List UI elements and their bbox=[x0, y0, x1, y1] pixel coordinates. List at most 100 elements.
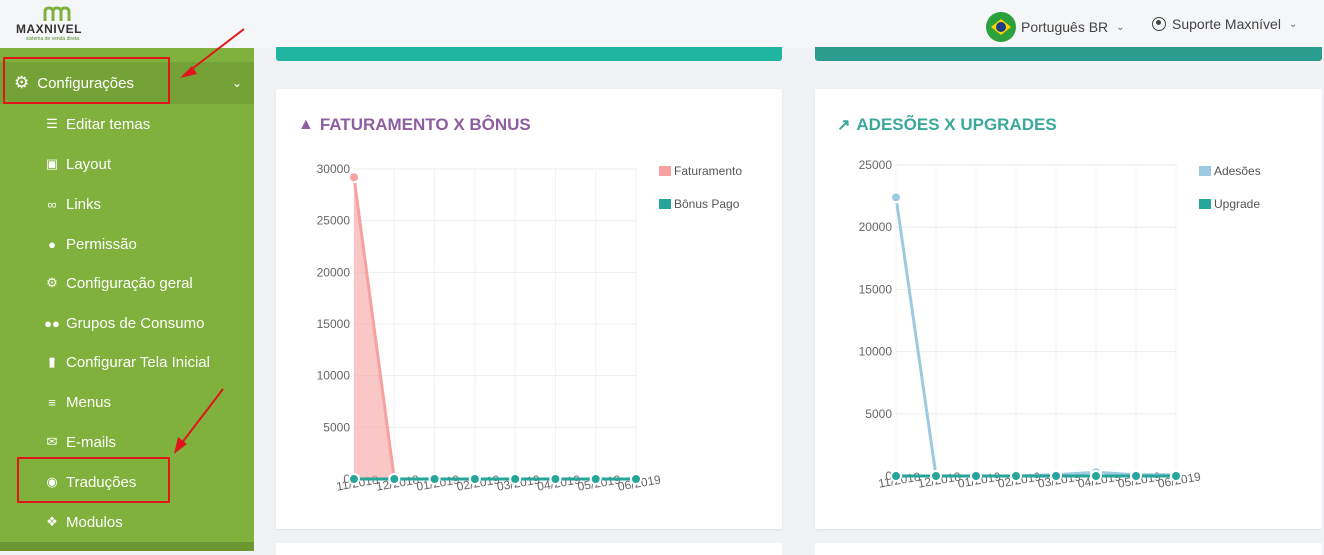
language-label: Português BR bbox=[1021, 19, 1109, 35]
list-icon: ☰ bbox=[46, 116, 58, 131]
sidebar-item-e-mails[interactable]: ✉ E-mails bbox=[0, 422, 254, 462]
sidebar-item-label: Links bbox=[66, 195, 102, 213]
logo-mark-icon bbox=[43, 6, 71, 21]
chevron-down-icon: ⌄ bbox=[1288, 18, 1298, 30]
legend-label: Upgrade bbox=[1214, 197, 1261, 211]
data-point bbox=[589, 473, 602, 485]
chart-title-text: FATURAMENTO X BÔNUS bbox=[319, 115, 531, 134]
y-tick-label: 15000 bbox=[859, 282, 893, 296]
sidebar-item-label: E-mails bbox=[66, 433, 117, 451]
sidebar-item-label: Configuração geral bbox=[66, 274, 193, 292]
legend-swatch bbox=[658, 165, 672, 177]
data-point bbox=[1130, 470, 1142, 482]
data-point bbox=[388, 473, 401, 485]
y-tick-label: 25000 bbox=[859, 158, 893, 172]
legend-item-adesoes[interactable]: Adesões bbox=[1198, 164, 1261, 178]
sidebar-item-configurar-tela-inicial[interactable]: ▮ Configurar Tela Inicial bbox=[0, 342, 254, 382]
chevron-down-icon: ⌄ bbox=[1116, 21, 1125, 33]
sidebar-item-label: Modulos bbox=[66, 513, 123, 531]
sidebar-item-editar-temas[interactable]: ☰ Editar temas bbox=[0, 104, 254, 144]
sidebar-item-label: Configurar Tela Inicial bbox=[66, 353, 210, 371]
cubes-icon: ❖ bbox=[46, 514, 58, 529]
globe-icon: ◉ bbox=[46, 474, 58, 489]
data-point bbox=[970, 470, 982, 482]
data-point bbox=[1090, 470, 1102, 482]
chart-title: ▲ FATURAMENTO X BÔNUS bbox=[298, 115, 531, 135]
chart-card-adesoes-upgrades: ↗ ADESÕES X UPGRADES 25000 20000 15000 1000… bbox=[815, 89, 1322, 529]
data-point bbox=[428, 473, 441, 485]
legend-label: Faturamento bbox=[674, 164, 743, 178]
data-point bbox=[348, 171, 360, 184]
image-icon: ▣ bbox=[45, 156, 59, 171]
sidebar-item-grupos-de-consumo[interactable]: ●● Grupos de Consumo bbox=[0, 303, 254, 343]
stat-card-bar bbox=[815, 47, 1322, 61]
data-point bbox=[890, 191, 902, 204]
y-tick-label: 0 bbox=[343, 472, 350, 486]
y-tick-label: 10000 bbox=[317, 369, 351, 383]
sidebar-item-traducoes[interactable]: ◉ Traduções bbox=[0, 462, 254, 502]
top-bar: MAXNIVEL sistema de venda direta Portugu… bbox=[0, 0, 1324, 48]
sidebar-item-label: Permissão bbox=[66, 235, 137, 253]
sidebar-item-label: Editar temas bbox=[66, 115, 151, 133]
data-point bbox=[509, 473, 522, 485]
brand-tagline: sistema de venda direta bbox=[26, 36, 80, 42]
sidebar-item-layout[interactable]: ▣ Layout bbox=[0, 144, 254, 184]
legend-item-upgrade[interactable]: Upgrade bbox=[1198, 197, 1260, 211]
envelope-icon: ✉ bbox=[46, 434, 58, 449]
line-chart-icon: ↗ bbox=[837, 117, 851, 134]
gear-icon: ⚙ bbox=[46, 275, 58, 290]
series-line bbox=[352, 177, 636, 481]
y-tick-label: 30000 bbox=[317, 162, 351, 176]
chart-card-faturamento-bonus: ▲ FATURAMENTO X BÔNUS 30000 25000 20000 150… bbox=[276, 89, 782, 529]
user-name: Suporte Maxnível bbox=[1172, 16, 1281, 32]
sidebar-item-permissao[interactable]: ● Permissão bbox=[0, 224, 254, 264]
y-tick-label: 5000 bbox=[865, 407, 892, 421]
sidebar-item-label: Grupos de Consumo bbox=[66, 314, 205, 332]
chart-title-text: ADESÕES X UPGRADES bbox=[856, 115, 1057, 134]
gear-icon: ⚙ bbox=[14, 73, 30, 92]
legend-swatch bbox=[1198, 165, 1212, 177]
file-icon: ▮ bbox=[48, 354, 56, 369]
user-icon: ● bbox=[48, 236, 56, 252]
brand-name: MAXNIVEL bbox=[16, 22, 83, 36]
chevron-down-icon: ⌄ bbox=[231, 76, 242, 90]
data-point bbox=[1050, 470, 1062, 482]
sidebar: ⚙ Configurações ⌄ ☰ Editar temas ▣ Layout … bbox=[0, 48, 254, 551]
sidebar-footer bbox=[0, 542, 254, 551]
y-tick-label: 20000 bbox=[859, 220, 893, 234]
card-stub bbox=[276, 543, 782, 555]
data-point bbox=[1170, 470, 1182, 482]
y-tick-label: 20000 bbox=[317, 265, 351, 279]
sidebar-section-configuracoes[interactable]: ⚙ Configurações ⌄ bbox=[0, 62, 254, 104]
area-chart-icon: ▲ bbox=[298, 116, 314, 133]
sidebar-item-menus[interactable]: ≡ Menus bbox=[0, 382, 254, 422]
legend-item-bonus-pago[interactable]: Bônus Pago bbox=[658, 197, 739, 211]
legend-item-faturamento[interactable]: Faturamento bbox=[658, 164, 742, 178]
data-point bbox=[549, 473, 562, 485]
bars-icon: ≡ bbox=[48, 394, 56, 410]
card-stub bbox=[815, 543, 1322, 555]
user-menu[interactable]: Suporte Maxnível ⌄ bbox=[1152, 13, 1297, 35]
legend-swatch bbox=[658, 198, 672, 210]
data-point bbox=[1010, 470, 1022, 482]
series-area bbox=[354, 177, 636, 479]
brazil-flag-icon bbox=[986, 12, 1016, 42]
data-point bbox=[890, 470, 902, 482]
data-point bbox=[930, 470, 942, 482]
y-tick-label: 0 bbox=[885, 469, 892, 483]
legend-label: Bônus Pago bbox=[674, 197, 740, 211]
link-icon: ∞ bbox=[47, 196, 57, 212]
data-point bbox=[630, 473, 642, 485]
sidebar-item-configuracao-geral[interactable]: ⚙ Configuração geral bbox=[0, 263, 254, 303]
y-tick-label: 25000 bbox=[317, 214, 351, 228]
chart-faturamento-bonus: 30000250002000015000100005000011/201812/… bbox=[317, 162, 663, 494]
legend-swatch bbox=[1198, 198, 1212, 210]
language-selector[interactable]: Português BR ⌄ bbox=[986, 12, 1125, 42]
brand-logo[interactable]: MAXNIVEL sistema de venda direta bbox=[16, 6, 106, 44]
y-tick-label: 15000 bbox=[317, 317, 351, 331]
data-point bbox=[468, 473, 481, 485]
data-point bbox=[348, 473, 360, 485]
sidebar-item-links[interactable]: ∞ Links bbox=[0, 184, 254, 224]
sidebar-item-modulos[interactable]: ❖ Modulos bbox=[0, 502, 254, 542]
y-tick-label: 5000 bbox=[323, 420, 350, 434]
